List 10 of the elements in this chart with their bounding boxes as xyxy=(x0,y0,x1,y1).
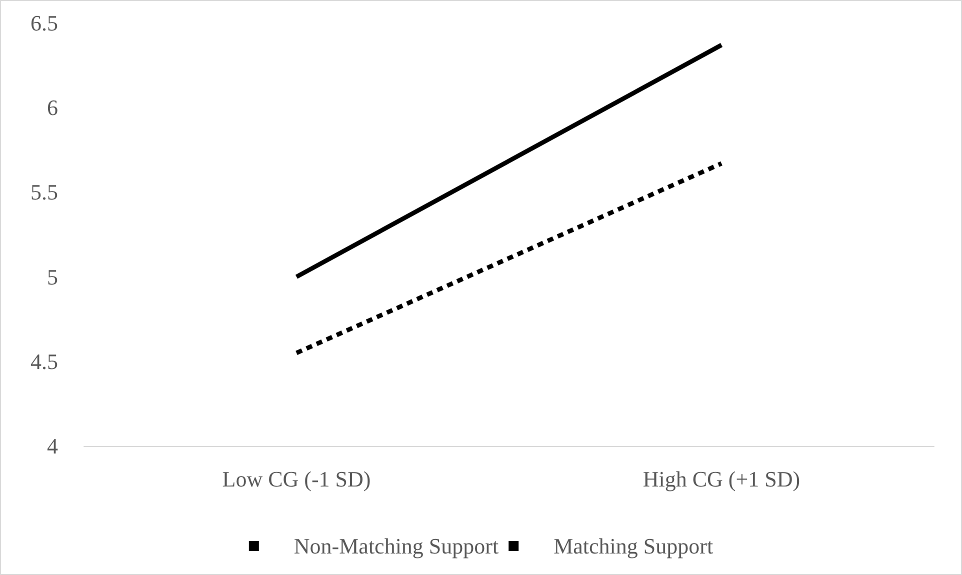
y-tick-label: 6 xyxy=(47,95,58,120)
y-tick-label: 5 xyxy=(47,264,58,290)
legend-label: Matching Support xyxy=(554,534,714,558)
x-tick-label: High CG (+1 SD) xyxy=(642,466,800,492)
y-tick-label: 4.5 xyxy=(30,348,58,374)
y-tick-label: 6.5 xyxy=(30,10,58,36)
y-tick-label: 4 xyxy=(47,434,58,458)
legend-label: Non-Matching Support xyxy=(294,534,499,558)
y-tick-label: 5.5 xyxy=(30,180,58,205)
x-tick-label: Low CG (-1 SD) xyxy=(222,466,371,492)
